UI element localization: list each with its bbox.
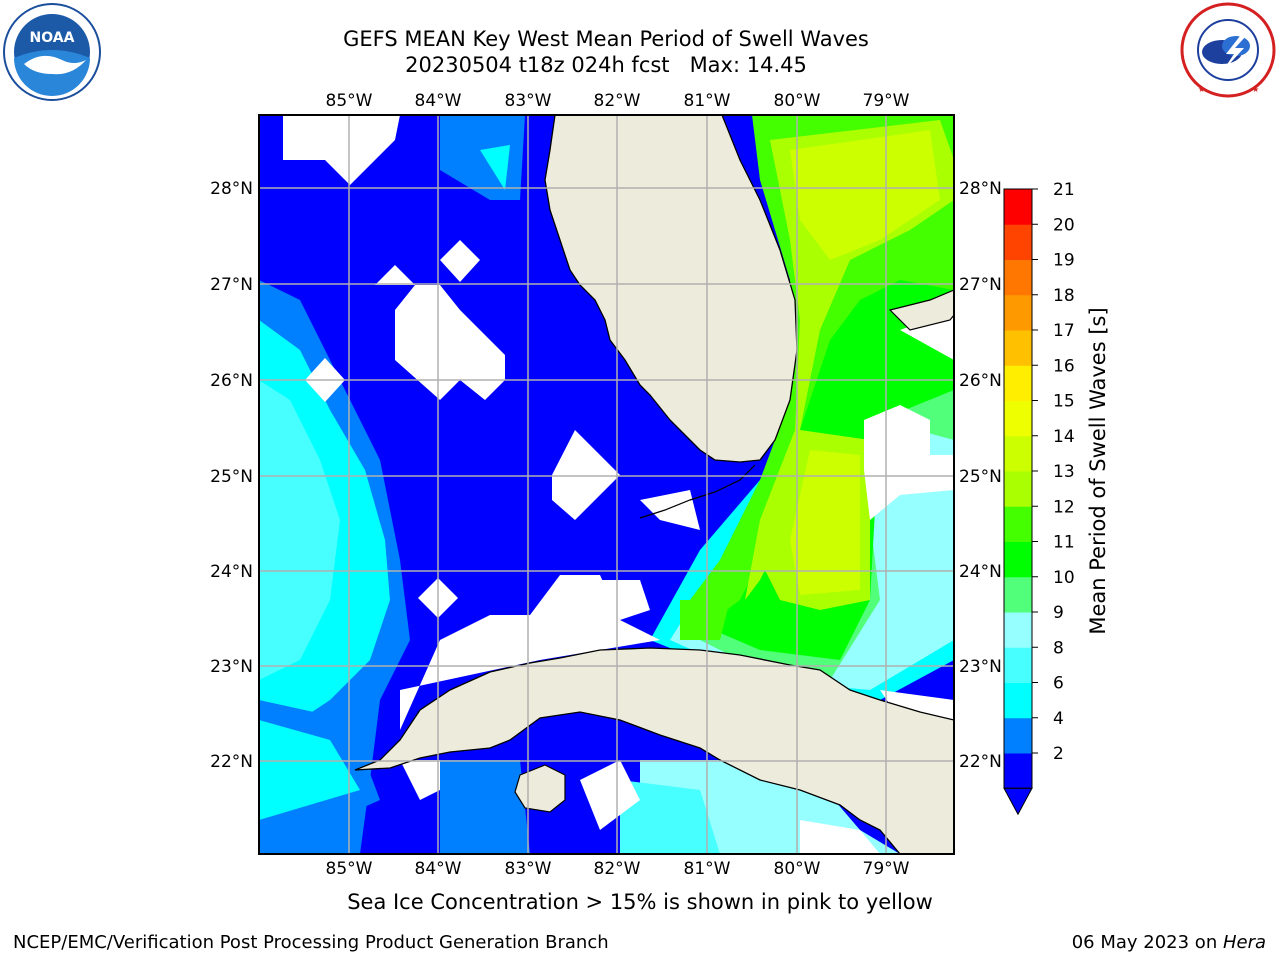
lon-label-bottom: 79°W bbox=[863, 859, 910, 879]
lon-label-top: 79°W bbox=[863, 91, 910, 111]
colorbar-tick-label: 19 bbox=[1053, 251, 1075, 271]
lat-label-right: 27°N bbox=[959, 275, 1002, 295]
lon-label-top: 82°W bbox=[594, 91, 641, 111]
florida-keys-line bbox=[639, 464, 756, 519]
land-cuba bbox=[354, 647, 954, 854]
lon-label-bottom: 83°W bbox=[505, 859, 552, 879]
colorbar-tick-label: 16 bbox=[1053, 356, 1075, 376]
colorbar-tick-label: 13 bbox=[1053, 462, 1075, 482]
lat-labels-right: 28°N 27°N 26°N 25°N 24°N 23°N 22°N bbox=[959, 179, 1002, 772]
footer-credit: NCEP/EMC/Verification Post Processing Pr… bbox=[13, 932, 609, 953]
period-band-atlantic-12 bbox=[690, 115, 954, 630]
svg-text:★: ★ bbox=[1198, 85, 1205, 94]
lat-label-right: 26°N bbox=[959, 371, 1002, 391]
colorbar-tick-label: 4 bbox=[1053, 709, 1064, 729]
footer-date-text: 06 May 2023 on bbox=[1071, 932, 1223, 953]
svg-text:★: ★ bbox=[1252, 85, 1259, 94]
lon-label-top: 84°W bbox=[415, 91, 462, 111]
colorbar-tick-label: 8 bbox=[1053, 638, 1064, 658]
colorbar-segment bbox=[1004, 576, 1032, 613]
land-florida bbox=[544, 115, 798, 463]
lat-label-left: 22°N bbox=[210, 752, 253, 772]
lat-label-right: 28°N bbox=[959, 179, 1002, 199]
lon-label-bottom: 82°W bbox=[594, 859, 641, 879]
sea-ice-caption: Sea Ice Concentration > 15% is shown in … bbox=[347, 890, 933, 914]
colorbar-tick-label: 20 bbox=[1053, 215, 1075, 235]
colorbar-tick-label: 10 bbox=[1053, 568, 1075, 588]
lat-label-left: 26°N bbox=[210, 371, 253, 391]
svg-text:NOAA: NOAA bbox=[30, 30, 75, 46]
colorbar-segment bbox=[1004, 330, 1032, 366]
colorbar-segment bbox=[1004, 717, 1032, 754]
lat-label-left: 27°N bbox=[210, 275, 253, 295]
chart-title: GEFS MEAN Key West Mean Period of Swell … bbox=[343, 27, 869, 51]
map-plot-area bbox=[259, 115, 954, 854]
colorbar-segment bbox=[1004, 365, 1032, 401]
colorbar-segment bbox=[1004, 753, 1032, 789]
period-band-straits-14 bbox=[790, 450, 860, 595]
colorbar-segment bbox=[1004, 400, 1032, 437]
colorbar-segment bbox=[1004, 294, 1032, 331]
colorbar-tick-label: 17 bbox=[1053, 321, 1075, 341]
colorbar-outline bbox=[1003, 188, 1033, 789]
footer-host: Hera bbox=[1222, 932, 1266, 953]
colorbar-tick-label: 15 bbox=[1053, 392, 1075, 412]
colorbar-segment bbox=[1004, 189, 1032, 225]
map-frame bbox=[258, 114, 955, 855]
lon-labels-top: 85°W 84°W 83°W 82°W 81°W 80°W 79°W bbox=[326, 91, 910, 111]
colorbar-label: Mean Period of Swell Waves [s] bbox=[1086, 307, 1110, 634]
lat-label-left: 28°N bbox=[210, 179, 253, 199]
colorbar-tick-label: 6 bbox=[1053, 674, 1064, 694]
colorbar-tick-label: 2 bbox=[1053, 744, 1064, 764]
lon-label-top: 81°W bbox=[684, 91, 731, 111]
colorbar-tick-label: 9 bbox=[1053, 603, 1064, 623]
period-band-straits-east-11 bbox=[680, 600, 730, 640]
colorbar-segment bbox=[1004, 682, 1032, 719]
lon-label-bottom: 85°W bbox=[326, 859, 373, 879]
colorbar-segment bbox=[1004, 647, 1032, 683]
lat-label-left: 23°N bbox=[210, 657, 253, 677]
lat-label-left: 25°N bbox=[210, 467, 253, 487]
colorbar-tick-label: 21 bbox=[1053, 180, 1075, 200]
lon-label-bottom: 81°W bbox=[684, 859, 731, 879]
colorbar-segment bbox=[1004, 541, 1032, 578]
bahamas-coast bbox=[888, 289, 954, 331]
nws-logo: ★ ★ bbox=[1180, 2, 1276, 98]
colorbar: 21 20 19 18 17 16 15 14 13 12 11 10 9 8 6 4 2 bbox=[1003, 180, 1075, 816]
colorbar-tick-label: 12 bbox=[1053, 497, 1075, 517]
colorbar-segment bbox=[1004, 435, 1032, 472]
colorbar-segment bbox=[1004, 259, 1032, 296]
lat-label-right: 22°N bbox=[959, 752, 1002, 772]
colorbar-segment bbox=[1004, 224, 1032, 260]
lon-label-bottom: 84°W bbox=[415, 859, 462, 879]
lat-label-right: 24°N bbox=[959, 562, 1002, 582]
noaa-logo: NOAA bbox=[3, 3, 101, 101]
graticule bbox=[259, 115, 954, 854]
colorbar-under-triangle bbox=[1003, 787, 1033, 816]
lon-label-bottom: 80°W bbox=[774, 859, 821, 879]
footer-date: 06 May 2023 on Hera bbox=[1072, 932, 1266, 953]
period-band-south-cyan bbox=[259, 720, 360, 820]
colorbar-tick-label: 11 bbox=[1053, 533, 1075, 553]
chart-subtitle: 20230504 t18z 024h fcst Max: 14.45 bbox=[405, 53, 807, 77]
period-band-south-cuba-4 bbox=[440, 760, 530, 854]
colorbar-tick-label: 18 bbox=[1053, 286, 1075, 306]
lon-label-top: 83°W bbox=[505, 91, 552, 111]
lon-label-top: 85°W bbox=[326, 91, 373, 111]
colorbar-tick-label: 14 bbox=[1053, 427, 1075, 447]
colorbar-segment bbox=[1004, 506, 1032, 542]
colorbar-segment bbox=[1004, 471, 1032, 507]
lat-label-right: 25°N bbox=[959, 467, 1002, 487]
period-patch-ne-gulf-cyan bbox=[480, 145, 510, 190]
lat-labels-left: 28°N 27°N 26°N 25°N 24°N 23°N 22°N bbox=[210, 179, 253, 772]
lat-label-left: 24°N bbox=[210, 562, 253, 582]
lon-label-top: 80°W bbox=[774, 91, 821, 111]
lat-label-right: 23°N bbox=[959, 657, 1002, 677]
period-band-atlantic-14 bbox=[790, 130, 940, 260]
lon-labels-bottom: 85°W 84°W 83°W 82°W 81°W 80°W 79°W bbox=[326, 859, 910, 879]
period-band-8to9 bbox=[259, 380, 340, 680]
period-band-south-cuba-cyan bbox=[620, 780, 720, 854]
colorbar-segment bbox=[1004, 612, 1032, 648]
